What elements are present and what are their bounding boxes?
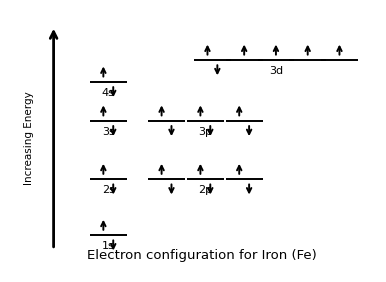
Text: Increasing Energy: Increasing Energy [24, 91, 34, 185]
Text: Electron configuration for Iron (Fe): Electron configuration for Iron (Fe) [87, 249, 317, 262]
Text: 2s: 2s [102, 185, 115, 195]
Text: 3p: 3p [198, 127, 212, 137]
Text: 1s: 1s [102, 241, 115, 251]
Text: 2p: 2p [198, 185, 212, 195]
Text: 4s: 4s [102, 88, 115, 98]
Text: 3s: 3s [102, 127, 115, 137]
Text: 3d: 3d [269, 66, 283, 76]
